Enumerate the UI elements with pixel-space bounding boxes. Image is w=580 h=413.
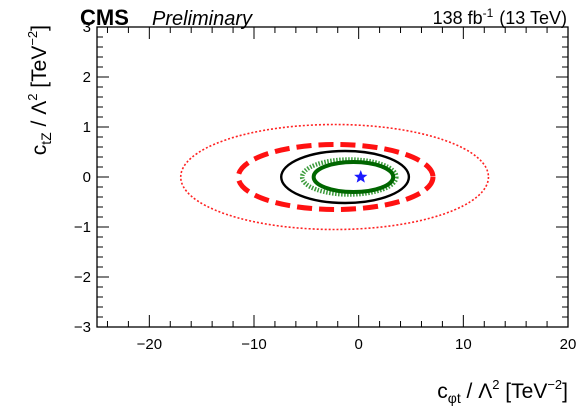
y-tick-label: 1 [83, 119, 91, 136]
contour-1-dotted [179, 123, 490, 231]
energy-label: (13 TeV) [499, 8, 567, 28]
luminosity-exponent: -1 [483, 6, 494, 20]
best-fit-layer [354, 170, 368, 183]
x-tick-label: 0 [354, 336, 362, 353]
y-tick-label: −2 [74, 269, 91, 286]
x-tick-label: 20 [560, 336, 577, 353]
luminosity-label: 138 fb-1 (13 TeV) [433, 6, 567, 28]
preliminary-label: Preliminary [152, 8, 253, 30]
y-tick-label: 2 [83, 69, 91, 86]
x-tick-label: 10 [455, 336, 472, 353]
axis-ticks [97, 26, 569, 328]
contour-4-dotted [299, 157, 399, 197]
y-tick-label: −1 [74, 219, 91, 236]
x-tick-label: −10 [241, 336, 266, 353]
contour-5-solid [311, 160, 396, 194]
y-tick-label: −3 [74, 319, 91, 336]
y-tick-label: 0 [83, 169, 91, 186]
luminosity-value: 138 fb [433, 8, 483, 28]
cms-label: CMS [80, 5, 129, 30]
contour-layer [179, 123, 490, 231]
best-fit-star [354, 170, 368, 183]
contour-2-dashed [235, 142, 436, 212]
y-tick-label: 3 [83, 19, 91, 36]
plot-frame [96, 26, 569, 328]
y-axis-title: ctZ / Λ2 [TeV−2] [25, 25, 54, 155]
x-axis-title: cφt / Λ2 [TeV−2] [437, 377, 568, 406]
contour-3-solid [280, 149, 411, 205]
x-tick-label: −20 [137, 336, 162, 353]
